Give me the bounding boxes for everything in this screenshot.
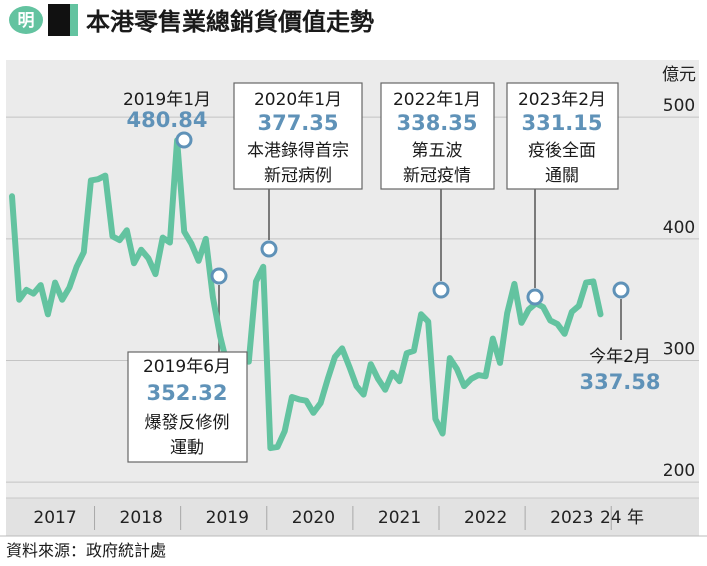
annotation-marker	[210, 267, 228, 285]
annotation-note: 新冠病例	[264, 166, 332, 186]
y-tick-label: 500	[663, 96, 695, 116]
annotation-date: 2022年1月	[393, 90, 481, 110]
y-unit-label: 億元	[662, 65, 696, 85]
source-note: 資料來源：政府統計處	[6, 541, 166, 560]
annotation-date: 2019年6月	[143, 357, 231, 377]
x-tick-label: 2017	[33, 508, 76, 528]
y-axis: 200 300 400 500	[663, 96, 695, 481]
annotation-value: 480.84	[126, 108, 207, 132]
annotation-note: 運動	[170, 438, 204, 458]
page-title: 本港零售業總銷貨價值走勢	[86, 8, 374, 36]
x-tick-label: 2023	[550, 508, 593, 528]
annotation-box	[380, 82, 495, 190]
annotation-note: 爆發反修例	[145, 413, 230, 433]
annotation-note: 疫後全面	[528, 141, 596, 161]
annotation-value: 337.58	[579, 370, 660, 394]
logo-badge	[9, 6, 43, 34]
y-tick-label: 200	[663, 461, 695, 481]
annotation-box	[233, 82, 363, 190]
markers	[175, 131, 630, 306]
annotation-box	[127, 351, 248, 463]
annotation-date: 2023年2月	[518, 90, 606, 110]
annotation-value: 377.35	[257, 111, 338, 135]
title-marker-accent	[70, 4, 78, 36]
annotation-date: 今年2月	[589, 347, 651, 367]
annotation-value: 331.15	[521, 111, 602, 135]
x-tick-label: 2022	[464, 508, 507, 528]
header: 明 本港零售業總銷貨價值走勢	[9, 4, 374, 36]
x-tick-label: 2020	[292, 508, 335, 528]
annotation-note: 新冠疫情	[403, 166, 471, 186]
x-axis: 2017 2018 2019 2020 2021 2022 2023 24 年	[33, 506, 644, 530]
annotation-marker	[526, 288, 544, 306]
x-tick-label: 2021	[378, 508, 421, 528]
y-tick-label: 300	[663, 340, 695, 360]
annotation-marker	[175, 131, 193, 149]
annotation-value: 338.35	[396, 111, 477, 135]
logo-char: 明	[18, 11, 35, 31]
annotation-marker	[432, 281, 450, 299]
annotation-marker	[260, 240, 278, 258]
annotation-date: 2019年1月	[123, 90, 211, 110]
annotation-date: 2020年1月	[254, 90, 342, 110]
annotation-note: 第五波	[412, 141, 463, 161]
annotation-note: 通關	[545, 166, 579, 186]
annotation-marker	[612, 281, 630, 299]
annotation-box	[506, 82, 619, 190]
series-line	[9, 137, 604, 452]
x-tick-label: 2019	[206, 508, 249, 528]
x-tick-label: 24 年	[600, 508, 644, 528]
y-tick-label: 400	[663, 218, 695, 238]
annotation-value: 352.32	[146, 381, 227, 405]
annotation-note: 本港錄得首宗	[247, 141, 349, 161]
x-tick-label: 2018	[120, 508, 163, 528]
